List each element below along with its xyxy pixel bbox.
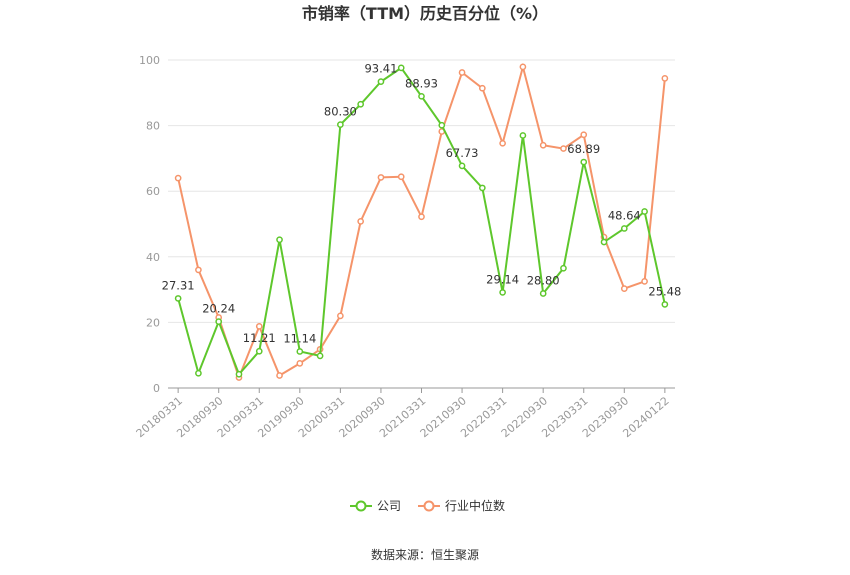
data-point xyxy=(276,372,283,379)
data-label: 28.80 xyxy=(527,274,560,288)
data-point xyxy=(438,121,446,129)
series-layer: 27.31 20.24 11.21 11.14 80.30 93.41 88.93 67.73… xyxy=(162,62,681,381)
data-label: 27.31 xyxy=(162,278,195,292)
y-axis: 0 20 40 60 80 100 xyxy=(139,54,160,395)
data-point xyxy=(377,78,385,85)
data-point xyxy=(418,92,425,100)
data-label: 11.14 xyxy=(283,331,316,345)
y-tick-label: 80 xyxy=(146,120,160,133)
data-label: 48.64 xyxy=(608,208,641,222)
y-tick-label: 100 xyxy=(139,54,160,67)
data-point xyxy=(255,322,263,330)
data-point xyxy=(255,347,263,355)
data-point xyxy=(174,295,182,302)
x-axis: 2018033120180930201903312019093020200331… xyxy=(134,387,675,440)
data-label: 88.93 xyxy=(405,76,438,90)
series-0: 27.31 20.24 11.21 11.14 80.30 93.41 88.93 67.73… xyxy=(162,62,681,378)
data-point xyxy=(337,121,344,128)
data-label: 68.89 xyxy=(567,142,600,156)
data-point xyxy=(316,352,324,360)
data-point xyxy=(195,266,202,274)
legend[interactable]: 公司 行业中位数 xyxy=(350,498,505,513)
data-point xyxy=(418,213,425,221)
data-point xyxy=(215,318,223,325)
grid xyxy=(168,59,675,323)
data-label: 20.24 xyxy=(202,302,235,316)
data-point xyxy=(357,100,365,108)
y-tick-label: 40 xyxy=(146,251,160,264)
data-point xyxy=(458,69,466,76)
series-line xyxy=(177,66,666,377)
data-point xyxy=(499,139,506,147)
data-label: 93.41 xyxy=(364,62,397,76)
data-point xyxy=(580,158,588,166)
data-point xyxy=(397,64,405,72)
data-point xyxy=(478,84,486,92)
data-label: 80.30 xyxy=(324,105,357,119)
data-point xyxy=(620,225,628,232)
data-point xyxy=(337,312,344,320)
legend-item-0[interactable]: 公司 xyxy=(350,499,401,513)
data-label: 29.14 xyxy=(486,272,519,286)
data-point xyxy=(397,173,405,181)
y-tick-label: 0 xyxy=(153,382,160,395)
legend-item-1[interactable]: 行业中位数 xyxy=(418,498,505,513)
data-point xyxy=(296,348,304,355)
legend-label: 公司 xyxy=(377,499,401,513)
data-point xyxy=(539,141,547,149)
legend-marker xyxy=(355,500,367,512)
chart-title: 市销率（TTM）历史百分位（%） xyxy=(302,4,548,23)
data-point xyxy=(661,75,669,82)
y-tick-label: 60 xyxy=(146,185,160,198)
data-point xyxy=(560,145,567,152)
data-point xyxy=(580,131,588,139)
data-point xyxy=(499,289,506,296)
data-point xyxy=(296,360,304,367)
data-point xyxy=(661,301,669,308)
data-point xyxy=(357,218,365,225)
data-point xyxy=(519,63,527,71)
data-point xyxy=(458,162,466,170)
data-point xyxy=(539,290,547,297)
data-point xyxy=(620,285,628,292)
data-point xyxy=(377,174,385,181)
source-note: 数据来源：恒生聚源 xyxy=(371,547,479,562)
legend-label: 行业中位数 xyxy=(445,498,505,513)
data-label: 67.73 xyxy=(446,146,479,160)
data-label: 11.21 xyxy=(243,331,276,345)
data-label: 25.48 xyxy=(648,284,681,298)
data-point xyxy=(195,369,202,377)
data-point xyxy=(519,132,527,139)
data-point xyxy=(641,278,648,285)
legend-marker xyxy=(423,500,435,512)
data-point xyxy=(276,236,283,244)
data-point xyxy=(641,208,648,215)
data-point xyxy=(235,370,243,378)
data-point xyxy=(560,264,567,272)
data-point xyxy=(174,174,182,182)
y-tick-label: 20 xyxy=(146,316,160,329)
data-point xyxy=(478,184,486,192)
data-point xyxy=(600,238,608,246)
